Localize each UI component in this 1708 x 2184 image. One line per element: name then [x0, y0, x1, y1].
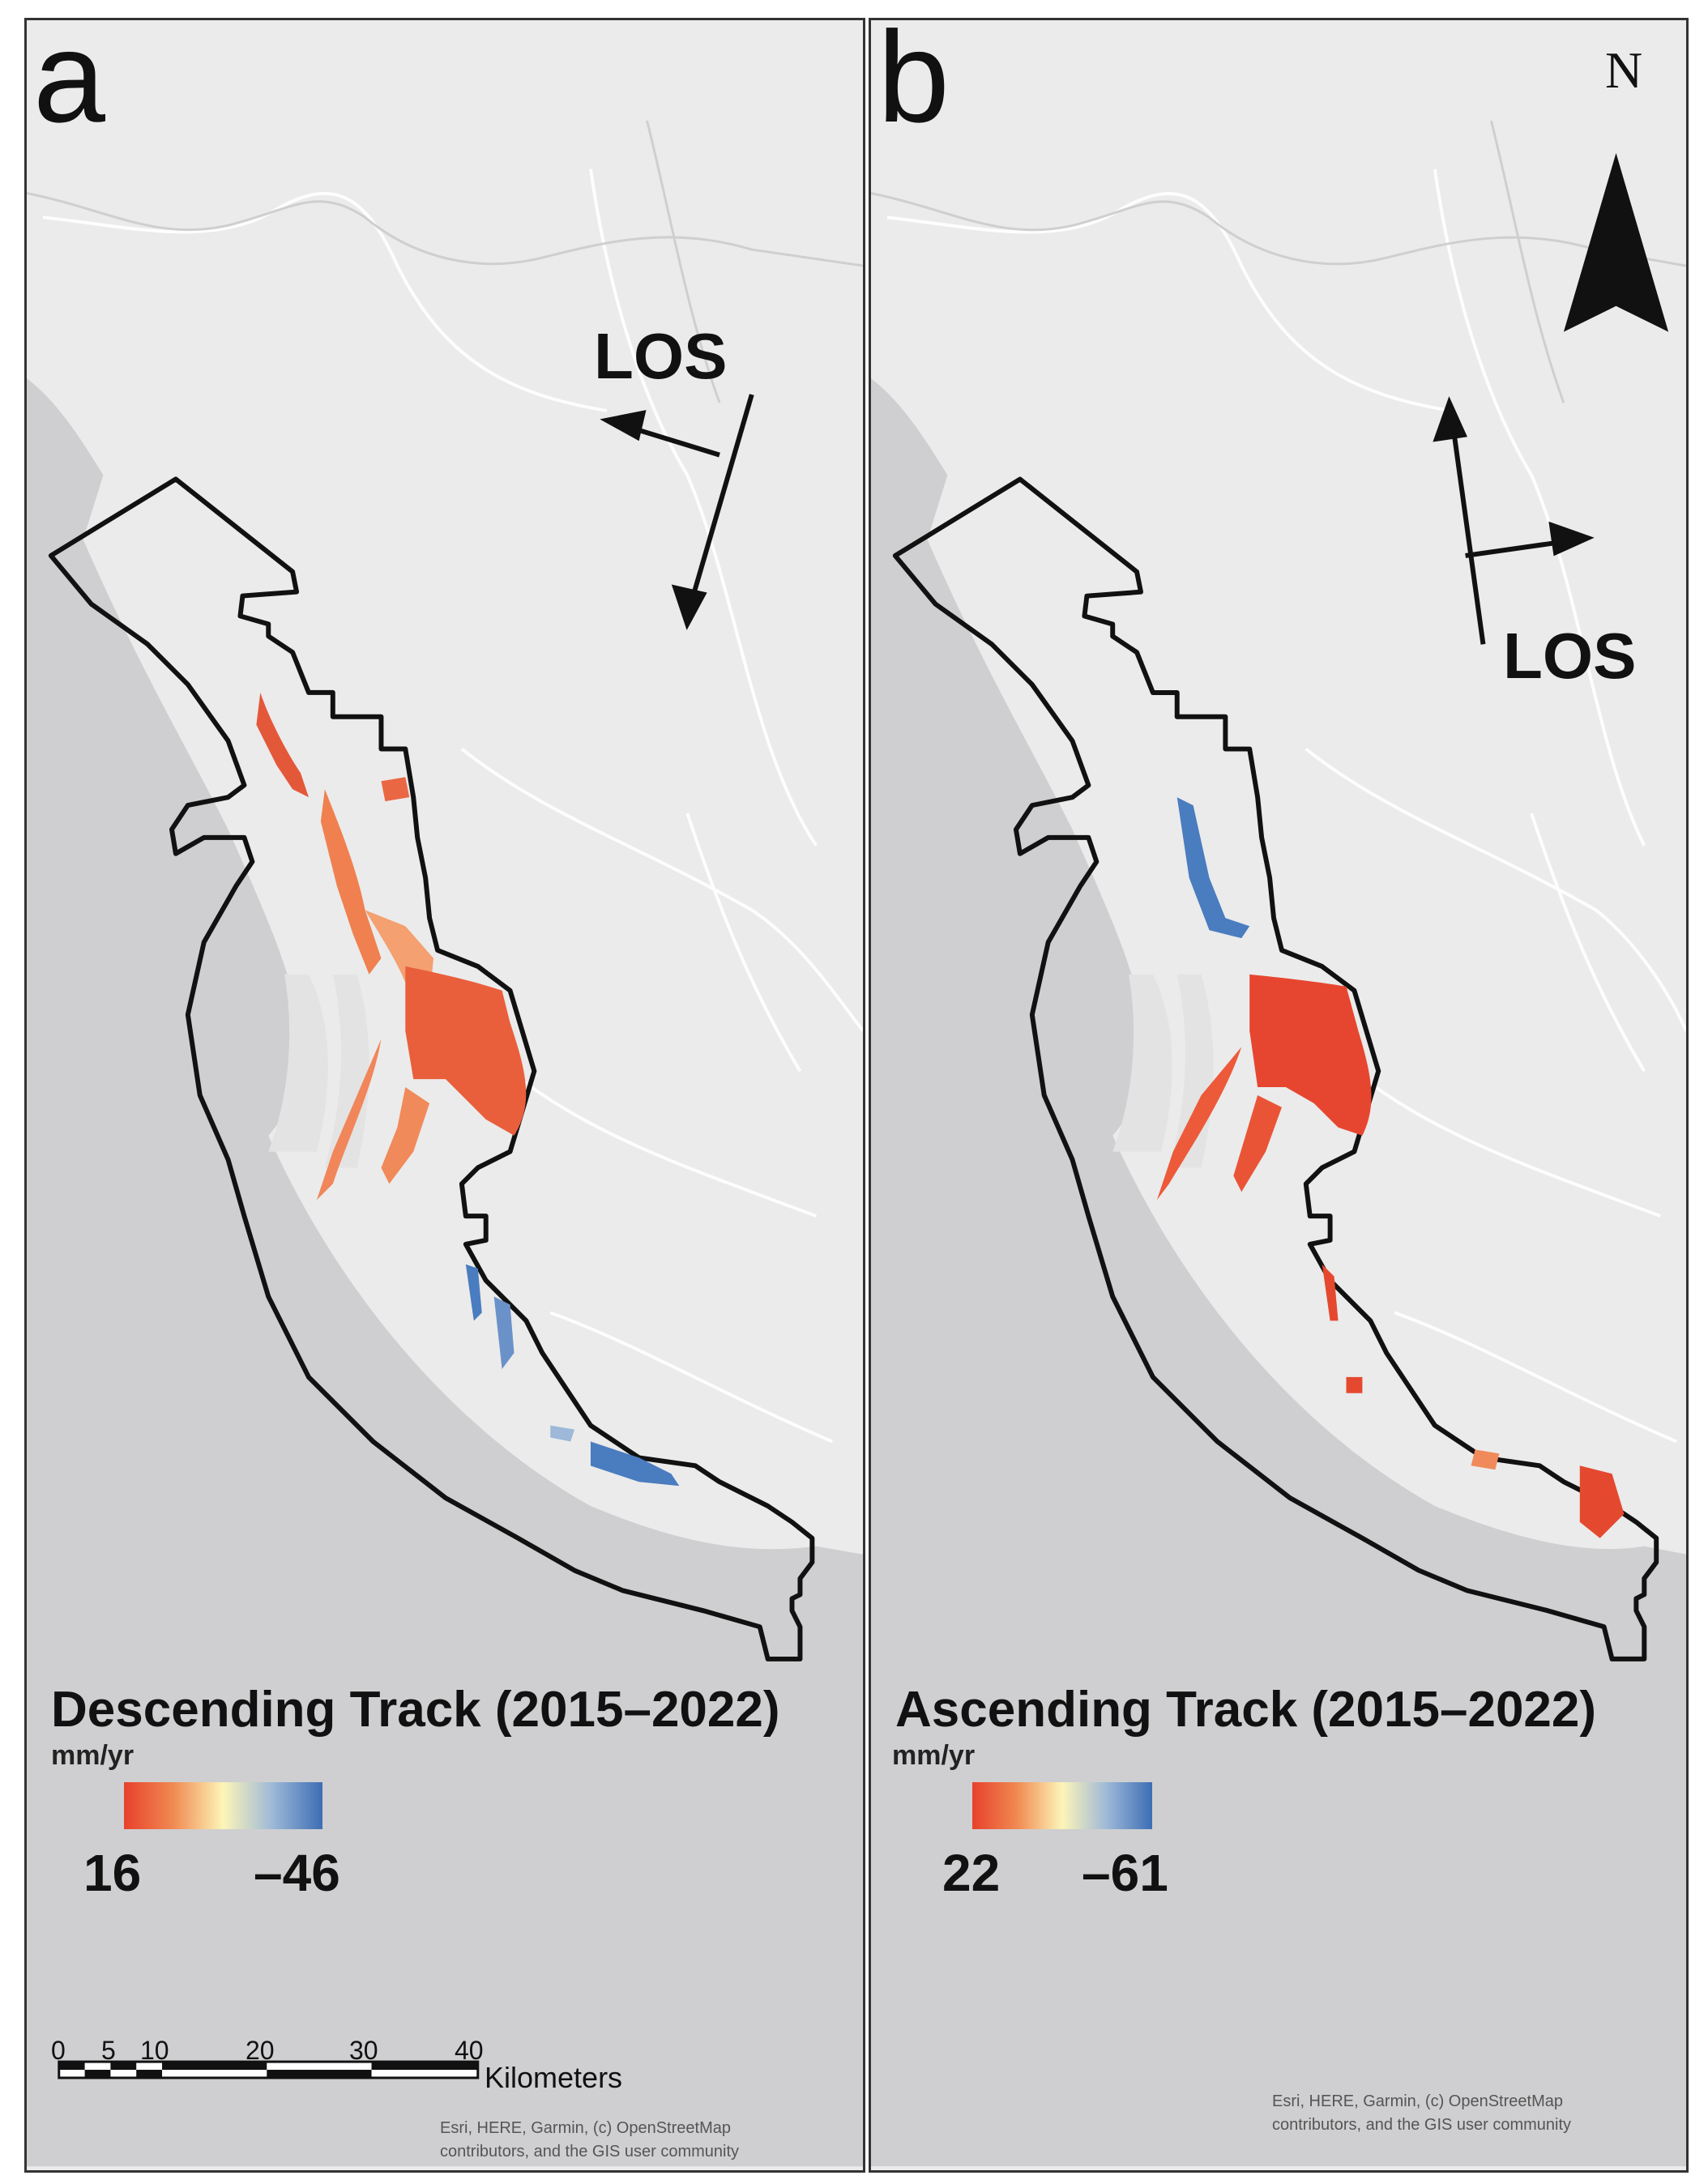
basemap: [871, 23, 1686, 2167]
colorbar: [972, 1782, 1152, 1829]
scale-bar: [58, 2060, 480, 2079]
north-label: N: [1605, 41, 1643, 99]
los-arrows: [1433, 396, 1595, 645]
scale-tick: 10: [140, 2036, 169, 2065]
colorbar: [124, 1782, 322, 1829]
road-network: [42, 168, 863, 1444]
los-label: LOS: [1503, 620, 1637, 692]
road-network: [886, 168, 1686, 1444]
scale-tick: 40: [455, 2036, 484, 2065]
colorbar-max-label: –61: [1082, 1844, 1168, 1902]
scale-tick: 20: [246, 2036, 275, 2065]
admin-boundaries: [871, 120, 1686, 403]
panel-letter: a: [33, 18, 105, 149]
scale-tick: 5: [101, 2036, 116, 2065]
colorbar-min-label: 22: [942, 1844, 1001, 1902]
scale-tick: 0: [51, 2036, 66, 2065]
deformation-pixels: [256, 692, 680, 1487]
track-title: Descending Track (2015–2022): [51, 1682, 780, 1738]
study-area-boundary: [48, 476, 815, 1661]
map-panel-ascending: b N LOS Ascending Track (2015–2022) mm/y…: [869, 18, 1689, 2173]
admin-boundaries: [27, 120, 863, 403]
basemap-credits: Esri, HERE, Garmin, (c) OpenStreetMap co…: [1272, 2092, 1572, 2134]
units-label: mm/yr: [51, 1740, 135, 1771]
deformation-pixels: [1156, 797, 1625, 1538]
basemap-credits: Esri, HERE, Garmin, (c) OpenStreetMap co…: [440, 2119, 740, 2161]
basemap: [27, 23, 863, 2167]
track-title: Ascending Track (2015–2022): [895, 1682, 1597, 1738]
panel-letter: b: [877, 18, 950, 149]
units-label: mm/yr: [892, 1740, 976, 1771]
sea-area: [871, 378, 1686, 2167]
scale-unit-label: Kilometers: [485, 2061, 623, 2094]
colorbar-min-label: 16: [83, 1844, 142, 1902]
sea-area: [27, 378, 863, 2167]
scale-tick: 30: [349, 2036, 378, 2065]
los-arrows: [600, 394, 754, 630]
los-label: LOS: [594, 320, 728, 392]
north-arrow-icon: [1563, 152, 1669, 332]
colorbar-max-label: –46: [254, 1844, 340, 1902]
map-panel-descending: a LOS Descending Track (2015–2022) mm/yr…: [24, 18, 865, 2173]
